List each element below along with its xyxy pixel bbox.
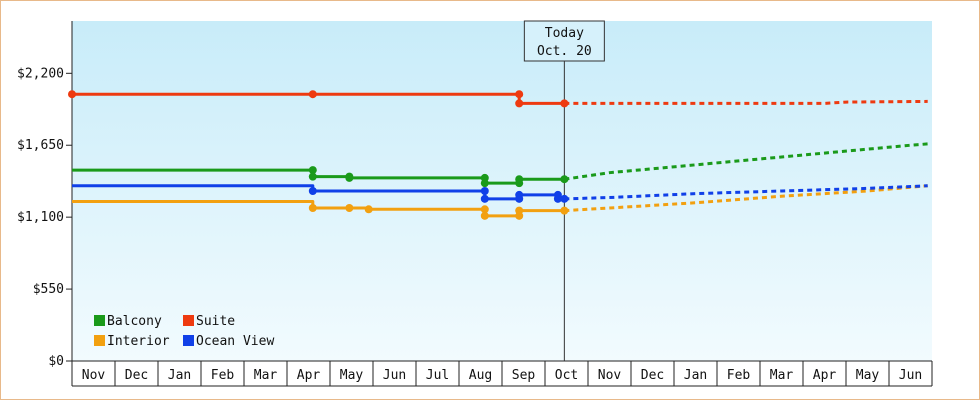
data-point [560,206,569,215]
data-point [308,172,317,181]
legend-item-suite: Suite [183,314,235,329]
data-point [560,194,569,203]
x-tick-label: Dec [125,368,148,383]
x-tick-label: Oct [555,368,578,383]
forecast-line-balcony [564,142,928,181]
legend-item-ocean-view: Ocean View [183,334,274,349]
data-point [553,194,562,203]
data-point [480,205,489,214]
legend-label: Suite [196,314,235,329]
legend-swatch [94,335,105,346]
y-tick-label: $0 [48,354,64,369]
data-point [515,99,524,108]
y-tick-label: $1,650 [17,138,64,153]
x-tick-label: Feb [211,368,235,383]
y-tick-label: $2,200 [17,66,64,81]
series-suite [68,90,928,108]
x-tick-label: Mar [770,368,794,383]
series-interior [72,184,928,220]
today-label: Today [545,26,584,41]
forecast-line-ocean-view [564,184,928,201]
legend-label: Balcony [107,314,162,329]
data-point [480,187,489,195]
data-point [345,204,354,212]
data-point [515,206,524,215]
data-point [308,187,317,195]
legend-item-interior: Interior [94,334,170,349]
x-tick-label: Jul [426,368,449,383]
forecast-line-suite [564,99,928,105]
data-point [308,166,317,175]
x-tick-label: Feb [727,368,751,383]
data-point [515,175,524,184]
data-point [480,211,489,220]
today-box [523,20,605,62]
x-tick-label: Mar [254,368,278,383]
x-tick-label: Jan [168,368,191,383]
legend-label: Interior [107,334,170,349]
data-point [345,173,354,182]
data-point [515,190,524,199]
x-tick-label: Jan [684,368,707,383]
y-tick-label: $1,100 [17,210,64,225]
legend-swatch [183,315,194,326]
x-tick-label: Apr [297,368,321,383]
x-tick-label: Sep [512,368,536,383]
x-tick-label: May [856,368,880,383]
data-point [68,90,76,99]
data-point [480,179,489,188]
plot-background [72,21,932,361]
data-point [515,90,524,99]
x-tick-label: Apr [813,368,837,383]
legend-swatch [94,315,105,326]
series-ocean-view [72,184,928,203]
x-tick-label: Dec [641,368,664,383]
x-tick-label: Nov [598,368,622,383]
legend-swatch [183,335,194,346]
x-tick-label: Jun [899,368,922,383]
legend-item-balcony: Balcony [94,314,162,329]
today-date: Oct. 20 [537,44,592,59]
x-tick-label: May [340,368,364,383]
data-point [480,194,489,203]
legend-label: Ocean View [196,334,274,349]
series-balcony [72,142,928,188]
data-point [560,99,569,108]
y-tick-label: $550 [33,282,64,297]
x-tick-label: Nov [82,368,106,383]
x-tick-label: Jun [383,368,406,383]
forecast-line-interior [564,184,928,213]
x-tick-label: Aug [469,368,492,383]
data-point [308,90,317,99]
data-point [308,204,317,212]
data-point [560,175,569,184]
data-point [364,205,373,214]
